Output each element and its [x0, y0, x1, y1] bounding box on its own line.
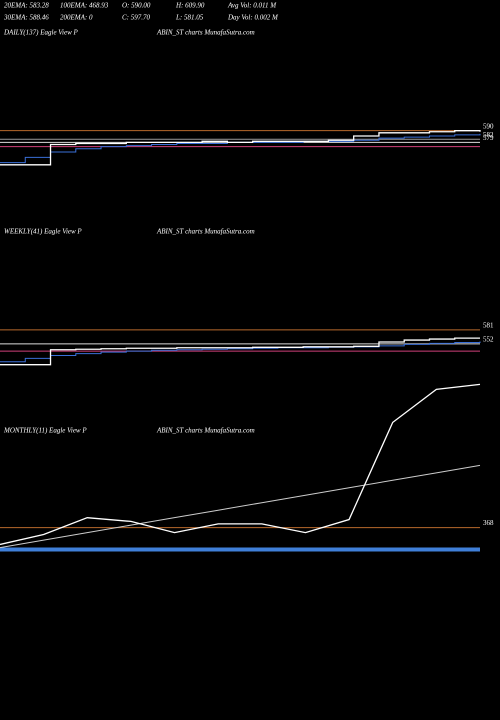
- panel-subtitle: ABIN_ST charts MunafaSutra.com: [156, 228, 255, 236]
- price-line: [0, 130, 481, 166]
- price-line: [0, 464, 481, 549]
- level-label: 368: [483, 519, 494, 527]
- header-stat: O: 590.00: [122, 2, 151, 10]
- level-label: 590: [483, 122, 494, 130]
- panel-title: MONTHLY(11) Eagle View P: [3, 427, 87, 435]
- price-line: [0, 341, 481, 363]
- header-stat: 200EMA: 0: [60, 14, 93, 22]
- header-stat: Day Vol: 0.002 M: [227, 14, 279, 22]
- header-stat: Avg Vol: 0.011 M: [227, 2, 277, 10]
- header-stat: 100EMA: 468.93: [60, 2, 109, 10]
- level-label: 579: [483, 134, 494, 142]
- header-stat: 30EMA: 588.46: [3, 14, 49, 22]
- panel-title: WEEKLY(41) Eagle View P: [4, 228, 82, 236]
- level-label: 552: [483, 336, 494, 344]
- panel-subtitle: ABIN_ST charts MunafaSutra.com: [156, 29, 255, 37]
- level-label: 582: [483, 131, 494, 139]
- header-stat: C: 597.70: [122, 14, 151, 22]
- header-stat: L: 581.05: [175, 14, 204, 22]
- header-stat: H: 609.90: [175, 2, 205, 10]
- panel-subtitle: ABIN_ST charts MunafaSutra.com: [156, 427, 255, 435]
- price-line: [0, 383, 481, 546]
- header-stat: 20EMA: 583.28: [4, 2, 49, 10]
- level-label: 581: [483, 322, 494, 330]
- panel-title: DAILY(137) Eagle View P: [3, 29, 79, 37]
- price-line: [0, 337, 480, 366]
